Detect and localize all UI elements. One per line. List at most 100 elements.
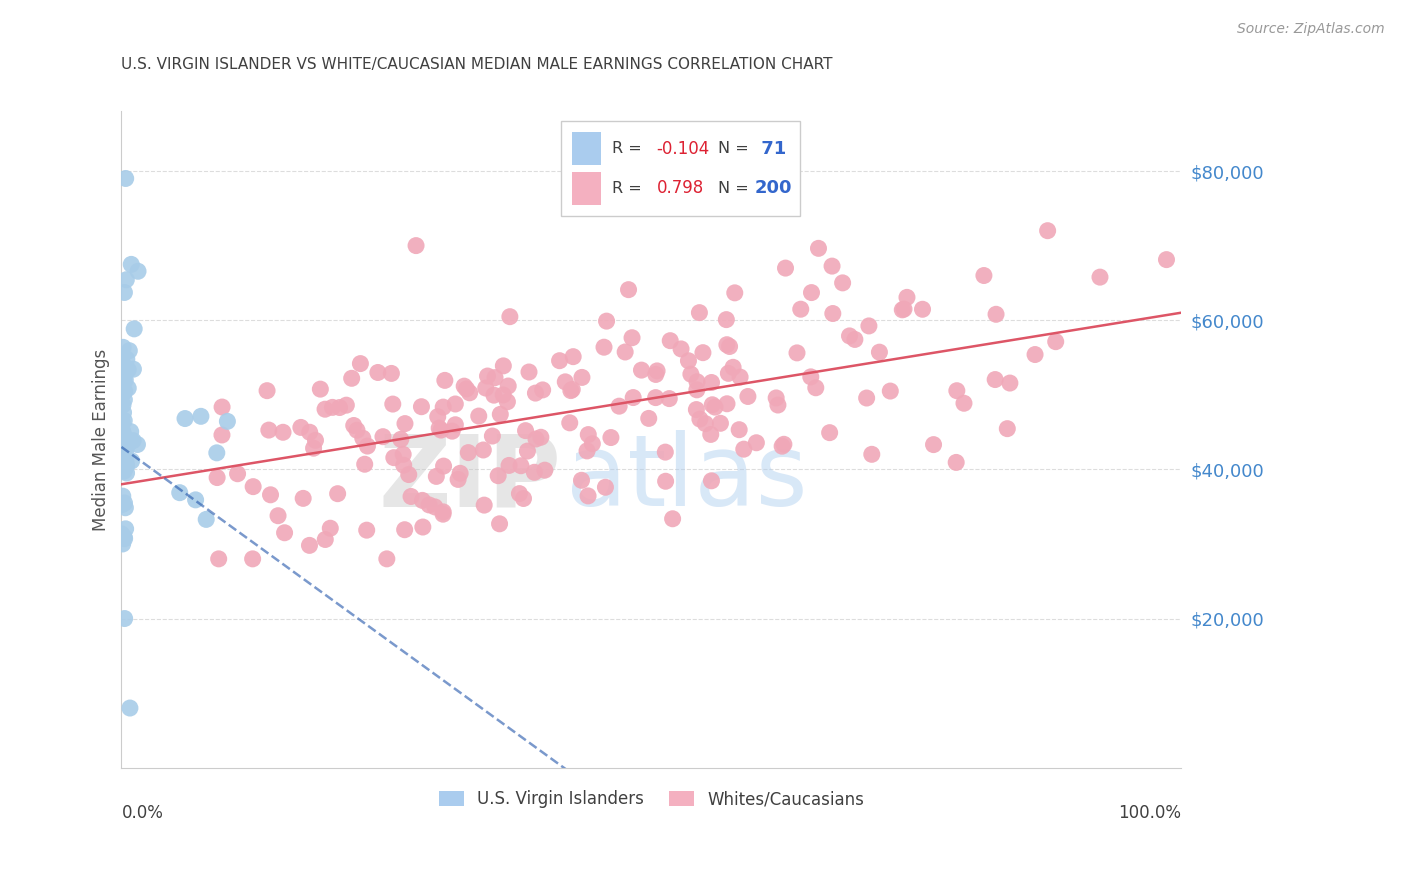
Point [700,474,723,488]
Point [432,459,454,474]
Point [329,401,352,415]
Point [399,490,422,504]
Point [205,470,228,484]
Point [561,383,583,397]
Point [531,383,554,397]
Point [716,312,738,326]
Point [773,437,796,451]
Point [110,375,132,389]
Point [112,405,135,419]
Point [821,306,844,320]
Point [804,381,827,395]
Point [482,388,505,402]
Point [208,552,231,566]
Point [371,430,394,444]
Point [702,398,724,412]
Point [775,261,797,276]
Text: atlas: atlas [567,431,808,527]
Point [728,423,751,437]
Point [292,491,315,506]
Point [630,363,652,377]
Point [242,480,264,494]
Point [449,467,471,481]
Point [430,423,453,437]
Point [309,382,332,396]
Point [600,431,623,445]
Point [922,437,945,451]
Point [122,322,145,336]
Point [112,372,135,386]
Point [267,508,290,523]
Point [868,345,890,359]
Point [111,428,134,442]
Point [418,498,440,512]
Point [474,381,496,395]
Point [879,384,901,398]
Point [858,318,880,333]
Point [860,447,883,461]
Point [1156,252,1178,267]
Point [184,492,207,507]
Point [523,465,546,479]
Point [112,530,135,544]
Text: 200: 200 [755,179,793,197]
Point [356,523,378,537]
Point [112,435,135,450]
Point [114,500,136,515]
Point [110,527,132,541]
Point [111,387,134,401]
Point [678,353,700,368]
Point [389,433,412,447]
Point [112,285,135,300]
Point [489,408,512,422]
Point [298,538,321,552]
Point [304,434,326,448]
Point [114,373,136,387]
Point [512,491,534,506]
Point [259,488,281,502]
Point [112,442,135,457]
Point [472,498,495,512]
Point [392,458,415,473]
Point [114,452,136,467]
Point [321,401,343,415]
Point [595,480,617,494]
Point [380,367,402,381]
Point [441,424,464,438]
Point [533,463,555,477]
Point [273,525,295,540]
Point [496,394,519,409]
Point [607,399,630,413]
Point [112,392,135,407]
Point [945,455,967,469]
Point [314,533,336,547]
Point [458,385,481,400]
Point [1024,347,1046,361]
Point [412,520,434,534]
Point [120,257,142,271]
Point [686,375,709,389]
Point [127,437,149,451]
Point [205,446,228,460]
FancyBboxPatch shape [572,132,602,165]
Point [115,273,138,287]
Point [911,302,934,317]
Point [117,438,139,452]
Point [111,444,134,458]
Point [844,333,866,347]
Point [111,440,134,454]
Point [112,459,135,474]
Point [122,434,145,448]
Point [114,171,136,186]
Point [114,458,136,473]
Text: 71: 71 [755,140,786,158]
Point [621,331,644,345]
Point [425,469,447,483]
Point [375,552,398,566]
Point [190,409,212,424]
Point [1036,224,1059,238]
Point [115,443,138,458]
Point [560,384,582,398]
Point [486,468,509,483]
Point [765,391,787,405]
